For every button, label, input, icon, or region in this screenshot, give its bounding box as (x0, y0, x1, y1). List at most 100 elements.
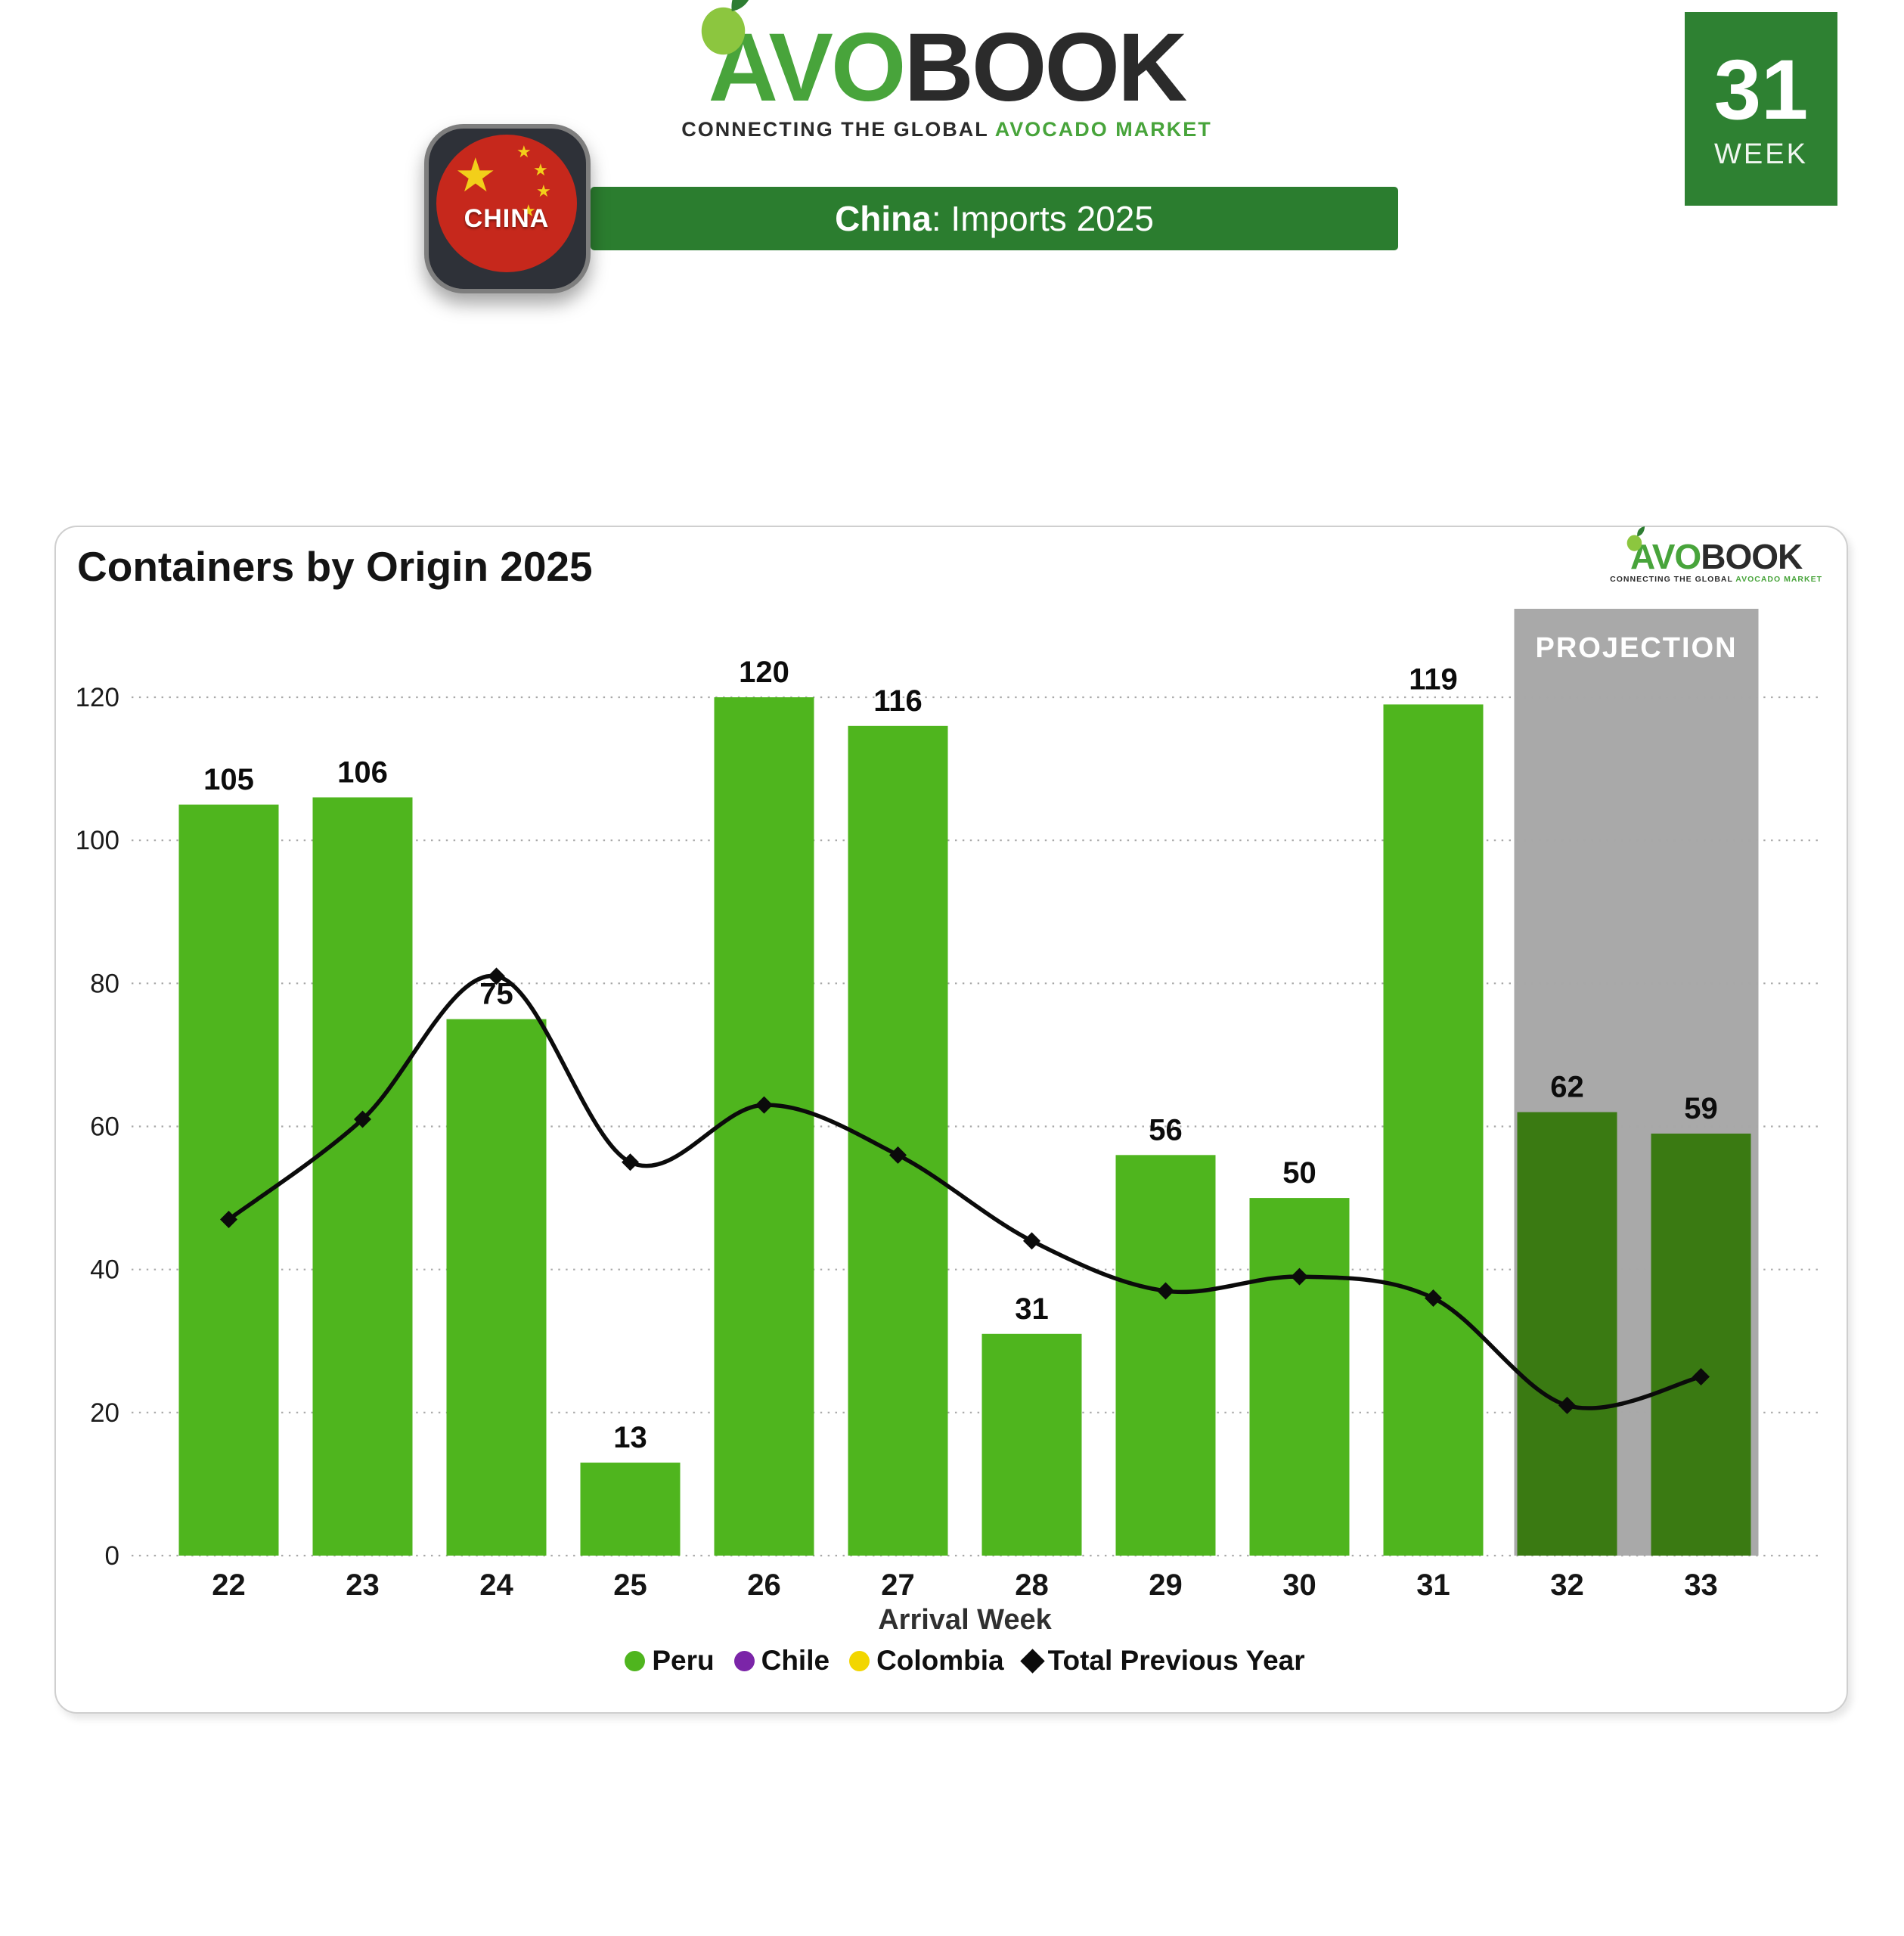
bar-value-week-25: 13 (613, 1421, 647, 1454)
avocado-icon (1626, 526, 1647, 555)
y-tick-60: 60 (90, 1112, 119, 1142)
week-label: WEEK (1714, 138, 1808, 170)
chart-title: Containers by Origin 2025 (77, 543, 593, 590)
line-marker-week-24 (488, 967, 505, 985)
logo-tagline: CONNECTING THE GLOBAL AVOCADO MARKET (659, 118, 1234, 141)
bar-week-30 (1249, 1198, 1350, 1556)
projection-label: PROJECTION (1535, 632, 1737, 664)
bar-value-week-31: 119 (1409, 662, 1458, 696)
y-tick-80: 80 (90, 969, 119, 998)
x-tick-30: 30 (1282, 1568, 1316, 1602)
tagline-dark: CONNECTING THE GLOBAL (681, 118, 989, 141)
bar-week-33 (1651, 1133, 1751, 1556)
bar-week-27 (848, 725, 948, 1556)
x-tick-28: 28 (1015, 1568, 1049, 1602)
avocado-icon (698, 0, 760, 60)
legend-label: Total Previous Year (1047, 1645, 1305, 1676)
x-tick-29: 29 (1149, 1568, 1183, 1602)
x-tick-24: 24 (479, 1568, 513, 1602)
flag-star-icon: ★ (454, 150, 497, 202)
bar-week-23 (312, 797, 413, 1556)
line-marker-week-26 (755, 1096, 773, 1114)
line-marker-week-22 (220, 1210, 237, 1228)
logo-avo: AVO (1630, 537, 1701, 576)
legend-circle-icon (733, 1650, 755, 1671)
line-marker-week-32 (1558, 1396, 1576, 1414)
tagline-dark: CONNECTING THE GLOBAL (1610, 575, 1733, 584)
legend-item-chile: Chile (733, 1645, 830, 1677)
bar-value-week-29: 56 (1149, 1113, 1183, 1146)
flag-label: CHINA (464, 204, 550, 233)
line-marker-week-27 (889, 1146, 907, 1164)
bar-value-week-27: 116 (873, 684, 923, 718)
x-tick-25: 25 (613, 1568, 647, 1602)
line-marker-week-28 (1023, 1232, 1040, 1250)
bar-value-week-23: 106 (337, 755, 388, 789)
bar-week-26 (714, 697, 814, 1556)
week-badge: 31 WEEK (1685, 12, 1837, 206)
legend-circle-icon (849, 1650, 870, 1671)
line-marker-week-23 (354, 1110, 371, 1128)
flag-star-icon: ★ (533, 160, 548, 179)
mini-avobook-logo: AVOBOOK CONNECTING THE GLOBAL AVOCADO MA… (1610, 526, 1822, 584)
bar-week-28 (981, 1333, 1082, 1556)
bar-week-25 (580, 1463, 681, 1556)
x-tick-23: 23 (346, 1568, 380, 1602)
bar-week-22 (178, 804, 279, 1556)
x-tick-22: 22 (212, 1568, 246, 1602)
previous-year-line (226, 973, 1704, 1410)
logo-book: BOOK (904, 14, 1187, 122)
flag-star-icon: ★ (536, 182, 551, 200)
bar-value-week-26: 120 (739, 656, 789, 689)
x-tick-26: 26 (747, 1568, 781, 1602)
mini-logo-tagline: CONNECTING THE GLOBAL AVOCADO MARKET (1610, 575, 1822, 584)
logo-book: BOOK (1701, 537, 1803, 576)
y-tick-20: 20 (90, 1398, 119, 1428)
x-tick-32: 32 (1550, 1568, 1584, 1602)
x-tick-27: 27 (881, 1568, 915, 1602)
legend-diamond-icon (1019, 1648, 1045, 1674)
line-marker-week-31 (1425, 1289, 1442, 1307)
bar-week-29 (1115, 1155, 1216, 1556)
y-tick-120: 120 (76, 683, 119, 712)
banner-subtitle: : Imports 2025 (931, 199, 1154, 238)
bar-value-week-32: 62 (1550, 1071, 1584, 1104)
bar-value-week-28: 31 (1015, 1292, 1049, 1326)
china-flag-icon: ★ ★ ★ ★ ★ CHINA (436, 135, 577, 272)
y-tick-100: 100 (76, 826, 119, 855)
mini-logo-text: AVOBOOK (1626, 526, 1803, 576)
x-tick-33: 33 (1684, 1568, 1718, 1602)
flag-star-icon: ★ (521, 201, 536, 220)
legend-item-total-previous-year: Total Previous Year (1019, 1645, 1305, 1677)
tagline-green: AVOCADO MARKET (994, 118, 1212, 141)
bar-value-week-33: 59 (1684, 1092, 1718, 1125)
bar-week-24 (446, 1019, 547, 1556)
line-marker-week-30 (1291, 1267, 1308, 1286)
legend-label: Colombia (876, 1645, 1004, 1676)
legend: Peru Chile Colombia Total Previous Year (162, 1645, 1768, 1677)
legend-label: Chile (761, 1645, 830, 1676)
bar-week-32 (1517, 1112, 1617, 1556)
y-tick-0: 0 (105, 1541, 119, 1571)
bar-week-31 (1383, 704, 1484, 1556)
logo-text: AVOBOOK (701, 0, 1187, 116)
avobook-logo: AVOBOOK CONNECTING THE GLOBAL AVOCADO MA… (659, 0, 1234, 141)
line-marker-week-25 (622, 1153, 639, 1171)
china-flag-badge: ★ ★ ★ ★ ★ CHINA (424, 124, 591, 293)
line-marker-week-33 (1692, 1368, 1710, 1386)
legend-item-peru: Peru (625, 1645, 715, 1677)
tagline-green: AVOCADO MARKET (1735, 575, 1822, 584)
week-number: 31 (1713, 42, 1809, 137)
legend-label: Peru (652, 1645, 715, 1676)
legend-circle-icon (625, 1650, 646, 1671)
y-tick-40: 40 (90, 1255, 119, 1285)
x-axis-title: Arrival Week (878, 1604, 1052, 1636)
bar-value-week-30: 50 (1282, 1156, 1316, 1190)
legend-item-colombia: Colombia (849, 1645, 1004, 1677)
x-tick-31: 31 (1416, 1568, 1450, 1602)
flag-star-icon: ★ (516, 142, 532, 161)
bar-value-week-22: 105 (203, 763, 254, 796)
line-marker-week-29 (1157, 1282, 1174, 1300)
